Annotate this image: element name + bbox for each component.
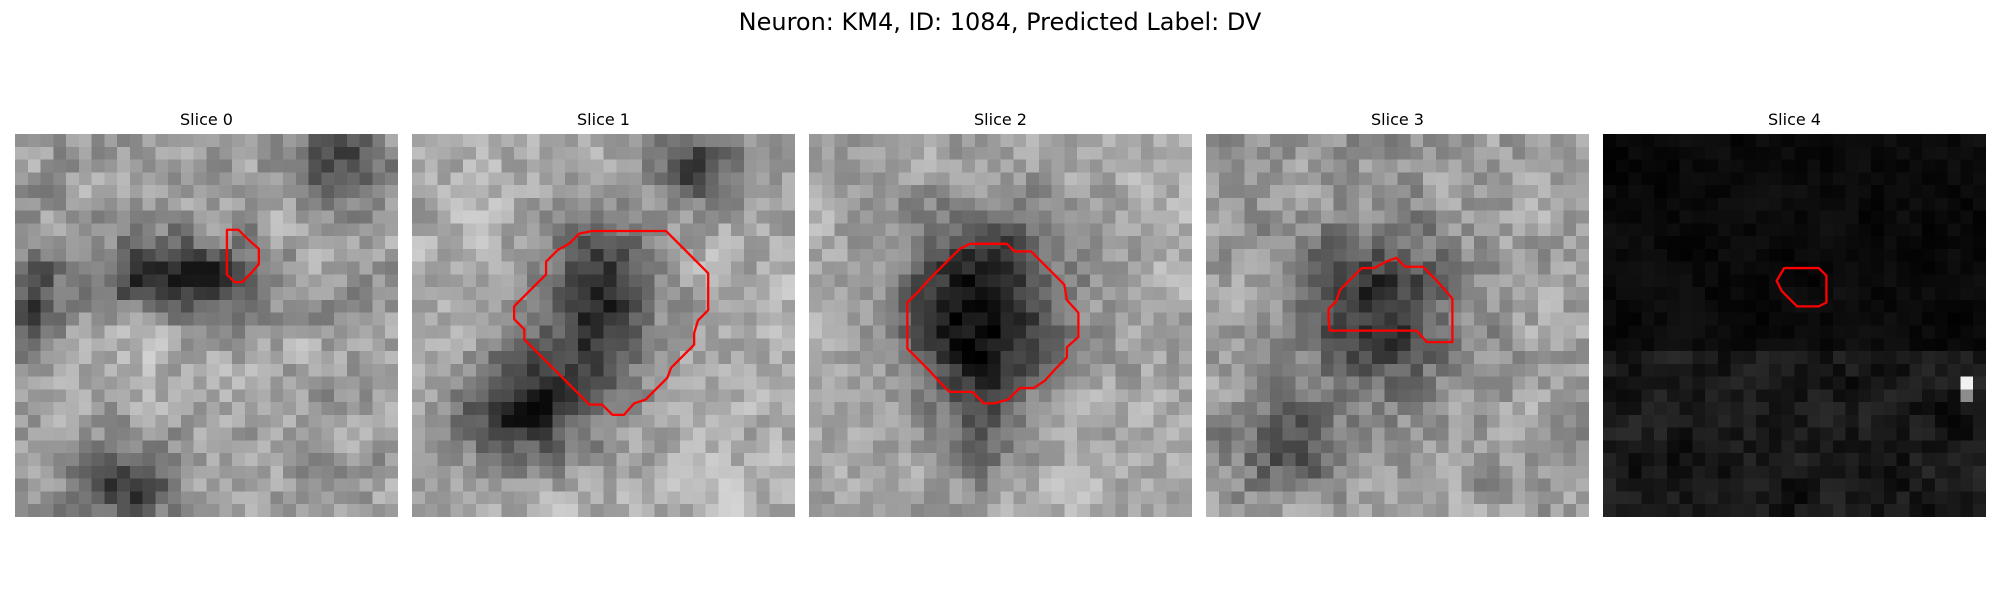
slice-1-image xyxy=(412,134,795,517)
slice-4-image xyxy=(1603,134,1986,517)
slice-2-image xyxy=(809,134,1192,517)
slice-0-roi-outline xyxy=(225,228,260,284)
slice-4-roi-outline xyxy=(1775,266,1828,308)
slice-2-roi-outline xyxy=(906,242,1080,405)
slice-1-roi-outline xyxy=(512,229,710,417)
slice-3-roi-outline xyxy=(1327,256,1454,344)
slice-0-image xyxy=(15,134,398,517)
panel-title-slice-4: Slice 4 xyxy=(1768,110,1821,129)
figure-title: Neuron: KM4, ID: 1084, Predicted Label: … xyxy=(738,8,1262,36)
panel-title-slice-0: Slice 0 xyxy=(180,110,233,129)
slice-3-image xyxy=(1206,134,1589,517)
panel-title-slice-1: Slice 1 xyxy=(577,110,630,129)
panel-title-slice-2: Slice 2 xyxy=(974,110,1027,129)
panel-title-slice-3: Slice 3 xyxy=(1371,110,1424,129)
